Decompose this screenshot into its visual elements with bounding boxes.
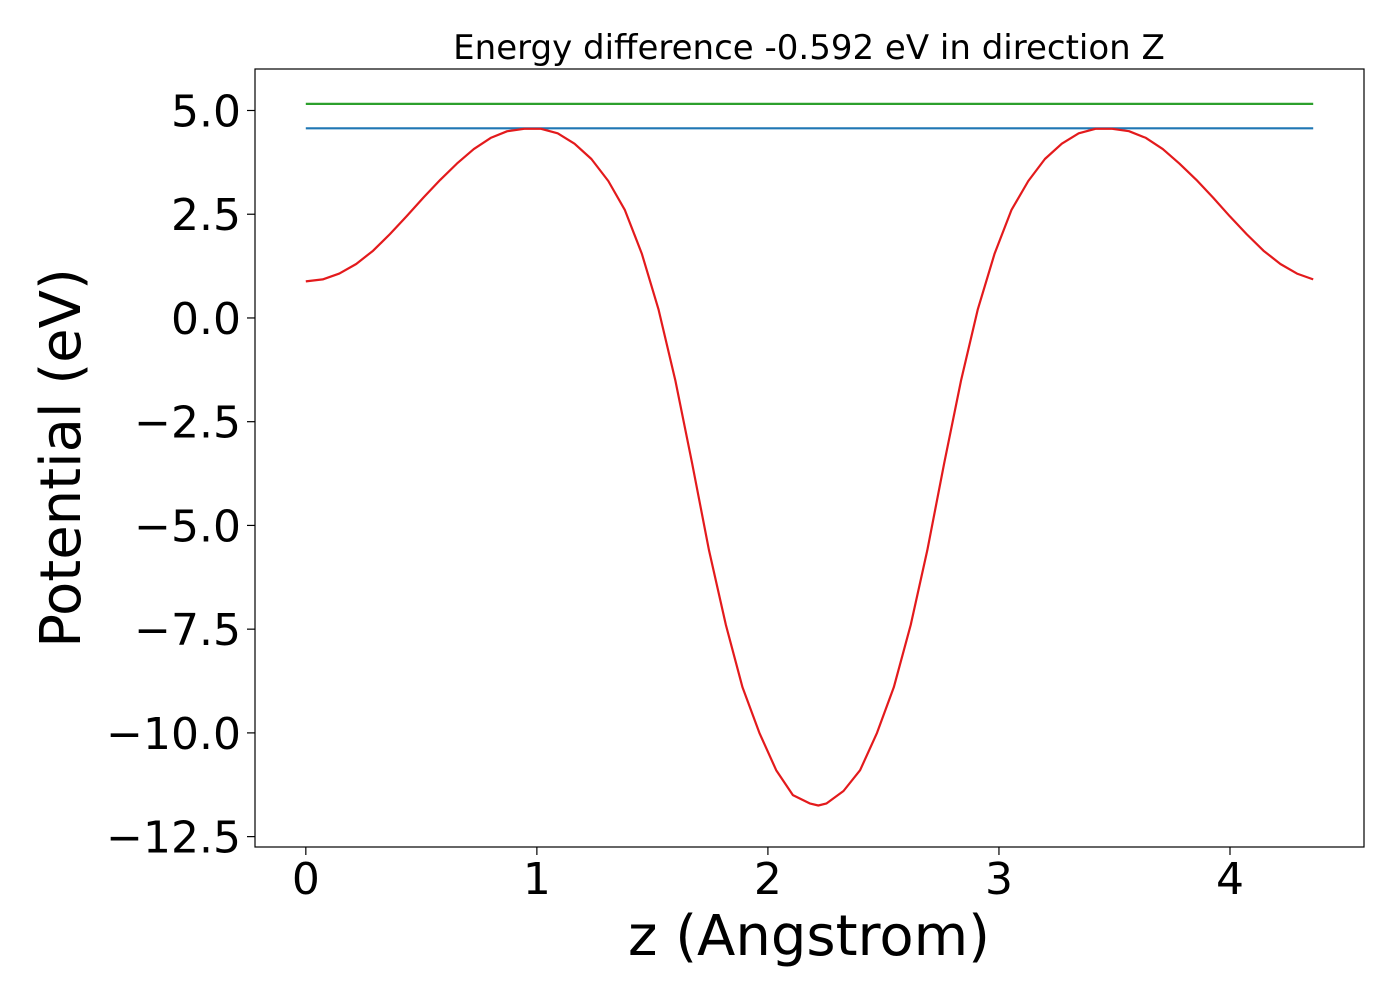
x-axis-label: z (Angstrom) [628, 904, 990, 969]
x-tick-label: 4 [1216, 854, 1244, 905]
y-tick-label: −7.5 [134, 605, 241, 656]
y-tick-label: −10.0 [106, 709, 241, 760]
x-tick-label: 1 [523, 854, 551, 905]
series-layer [305, 102, 1314, 807]
y-tick-label: −2.5 [134, 398, 241, 449]
x-tick-label: 3 [985, 854, 1013, 905]
y-tick-label: −12.5 [106, 813, 241, 864]
y-tick-label: 0.0 [171, 294, 241, 345]
y-axis-label: Potential (eV) [29, 268, 94, 648]
series-line-3 [305, 127, 1314, 807]
y-tick-label: 5.0 [171, 86, 241, 137]
y-tick-label: −5.0 [134, 501, 241, 552]
x-axis: 0 1 2 3 4 [292, 847, 1244, 905]
plot-frame [254, 68, 1365, 848]
chart-title: Energy difference -0.592 eV in direction… [453, 28, 1165, 68]
x-tick-label: 0 [292, 854, 320, 905]
x-tick-label: 2 [754, 854, 782, 905]
y-tick-label: 2.5 [171, 190, 241, 241]
y-axis: 5.0 2.5 0.0 −2.5 −5.0 −7.5 −10.0 −12.5 [106, 86, 255, 864]
